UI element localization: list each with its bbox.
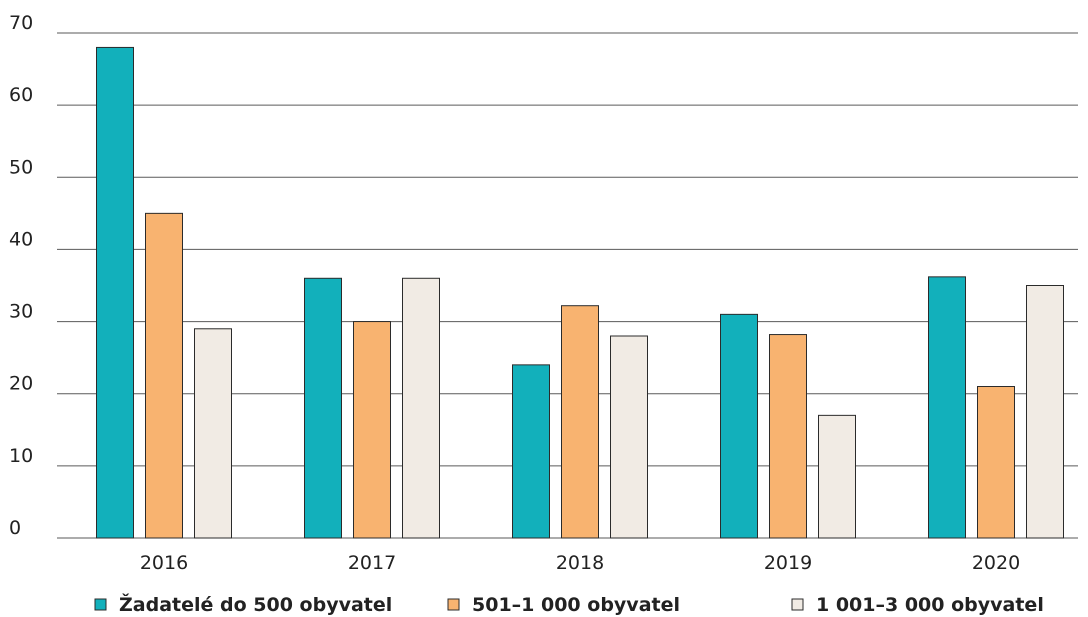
- y-tick-label: 60: [9, 84, 33, 106]
- bar-2020-series-3: [1026, 285, 1064, 539]
- y-tick-label: 0: [9, 517, 21, 539]
- y-tick-label: 30: [9, 301, 33, 323]
- x-tick-label: 2019: [764, 552, 812, 574]
- x-tick-label: 2016: [140, 552, 188, 574]
- y-tick-label: 50: [9, 156, 33, 178]
- x-tick-label: 2018: [556, 552, 604, 574]
- bar-2020-series-2: [977, 386, 1015, 539]
- bar-2016-series-3: [194, 328, 232, 539]
- bars: [96, 46, 1064, 539]
- bar-2019-series-1: [720, 313, 758, 539]
- legend-label: Žadatelé do 500 obyvatel: [119, 593, 392, 616]
- bar-2019-series-2: [769, 334, 807, 539]
- x-tick-label: 2017: [348, 552, 396, 574]
- bar-2019-series-3: [818, 414, 856, 539]
- legend-swatch: [791, 598, 804, 611]
- bar-2017-series-3: [402, 277, 440, 539]
- legend-item-1: Žadatelé do 500 obyvatel: [94, 593, 392, 616]
- bar-2018-series-1: [512, 364, 550, 539]
- x-tick-label: 2020: [972, 552, 1020, 574]
- legend-item-3: 1 001–3 000 obyvatel: [791, 594, 1044, 616]
- legend-item-2: 501–1 000 obyvatel: [447, 594, 680, 616]
- legend-label: 501–1 000 obyvatel: [472, 594, 680, 616]
- y-axis-ticks: 0 10 20 30 40 50 60 70: [9, 12, 33, 539]
- bar-2017-series-1: [304, 277, 342, 539]
- bar-2018-series-3: [610, 335, 648, 539]
- y-tick-label: 40: [9, 228, 33, 250]
- legend: Žadatelé do 500 obyvatel 501–1 000 obyvat…: [94, 593, 1044, 616]
- bar-2017-series-2: [353, 321, 391, 539]
- legend-swatch: [94, 598, 107, 611]
- bar-2016-series-2: [145, 212, 183, 539]
- y-tick-label: 10: [9, 445, 33, 467]
- y-tick-label: 70: [9, 12, 33, 34]
- bar-2018-series-2: [561, 305, 599, 539]
- x-axis-ticks: 2016 2017 2018 2019 2020: [140, 552, 1020, 574]
- legend-swatch: [447, 598, 460, 611]
- bar-2020-series-1: [928, 276, 966, 539]
- y-tick-label: 20: [9, 373, 33, 395]
- bar-2016-series-1: [96, 46, 134, 539]
- legend-label: 1 001–3 000 obyvatel: [816, 594, 1044, 616]
